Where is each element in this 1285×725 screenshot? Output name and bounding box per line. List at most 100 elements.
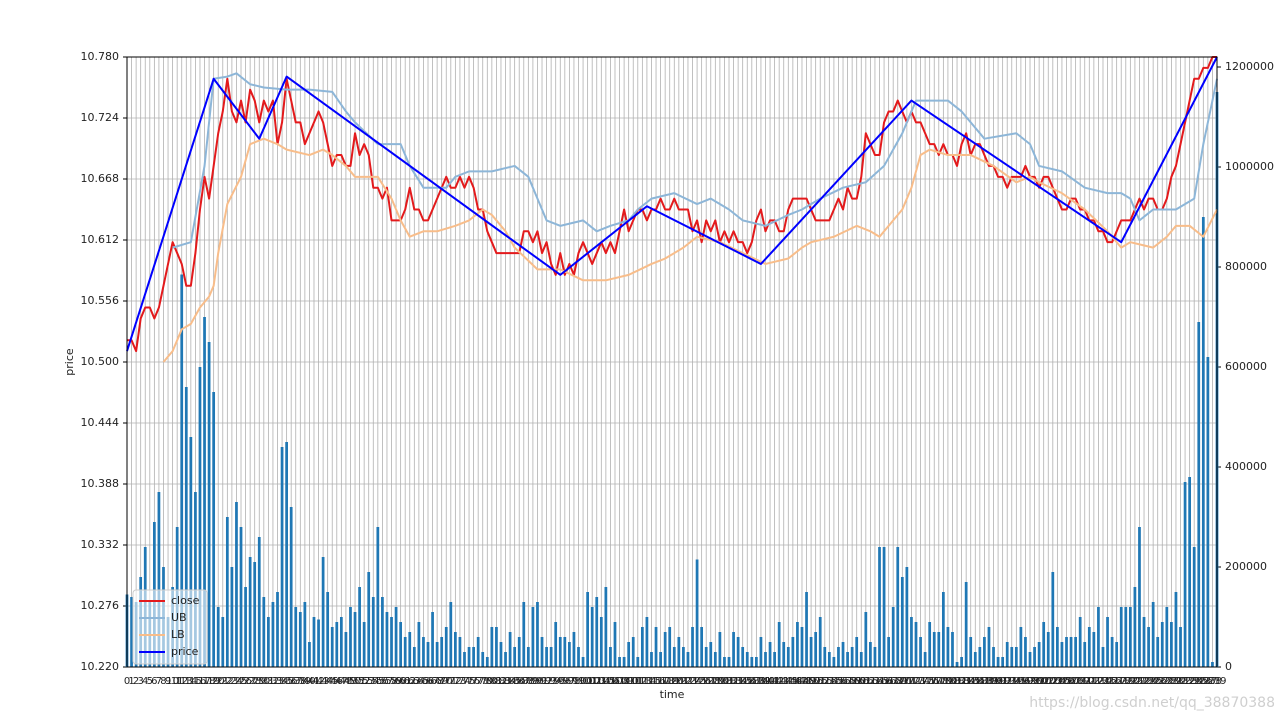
volume-bar xyxy=(736,637,740,667)
volume-bar xyxy=(645,617,649,667)
volume-bar xyxy=(1078,617,1082,667)
volume-bar xyxy=(358,587,361,667)
x-tick-label: 2 xyxy=(133,676,139,687)
x-tick-label: 47 xyxy=(335,676,348,687)
y2-tick-label: 400000 xyxy=(1225,460,1267,473)
x-tick-label: 173 xyxy=(906,676,925,687)
volume-bar xyxy=(723,657,726,667)
x-tick-label: 80 xyxy=(485,676,498,687)
x-tick-label: 150 xyxy=(802,676,821,687)
volume-bar xyxy=(321,557,325,667)
volume-bar xyxy=(928,622,932,667)
x-tick-label: 93 xyxy=(545,676,558,687)
y-tick-label: 10.332 xyxy=(81,538,120,551)
volume-bar xyxy=(440,637,444,667)
volume-bar xyxy=(449,602,453,667)
x-tick-label: 116 xyxy=(646,676,665,687)
x-tick-label: 232 xyxy=(1176,676,1195,687)
x-tick-label: 182 xyxy=(947,676,966,687)
volume-bar xyxy=(1142,617,1146,667)
volume-bar xyxy=(280,447,284,667)
x-tick-label: 100 xyxy=(574,676,593,687)
x-tick-label: 233 xyxy=(1180,676,1199,687)
volume-bar xyxy=(878,547,881,667)
x-tick-label: 68 xyxy=(431,676,444,687)
x-tick-label: 61 xyxy=(399,676,412,687)
volume-bar xyxy=(568,642,571,667)
volume-bar xyxy=(207,342,211,667)
volume-bar xyxy=(257,537,261,667)
volume-bar xyxy=(718,632,722,667)
volume-bar xyxy=(677,637,681,667)
x-tick-label: 157 xyxy=(833,676,852,687)
y-tick-label: 10.780 xyxy=(81,50,120,63)
x-tick-label: 119 xyxy=(660,676,679,687)
series-line xyxy=(126,56,1218,352)
volume-bar xyxy=(841,642,845,667)
volume-bar xyxy=(782,642,786,667)
x-tick-label: 223 xyxy=(1134,676,1153,687)
volume-bar xyxy=(335,622,339,667)
x-tick-label: 66 xyxy=(422,676,435,687)
x-tick-label: 54 xyxy=(367,676,380,687)
x-tick-label: 55 xyxy=(371,676,384,687)
volume-bar xyxy=(832,657,836,667)
volume-bar xyxy=(796,622,799,667)
volume-bar xyxy=(554,622,558,667)
y-axis-label: price xyxy=(63,348,76,376)
volume-bar xyxy=(194,492,197,667)
volume-bar xyxy=(805,592,808,667)
volume-bar xyxy=(230,567,234,667)
volume-bar xyxy=(577,647,580,667)
x-tick-label: 29 xyxy=(253,676,266,687)
y-tick-label: 10.612 xyxy=(81,233,120,246)
volume-bar xyxy=(800,627,804,667)
x-tick-label: 97 xyxy=(563,676,576,687)
x-tick-label: 203 xyxy=(1043,676,1062,687)
y-tick-label: 10.220 xyxy=(81,660,120,673)
x-tick-label: 185 xyxy=(961,676,980,687)
x-tick-label: 213 xyxy=(1089,676,1108,687)
x-tick-label: 90 xyxy=(531,676,544,687)
volume-bar xyxy=(900,577,904,667)
volume-bar xyxy=(668,627,672,667)
volume-bar xyxy=(650,652,653,667)
volume-bar xyxy=(732,632,735,667)
x-tick-label: 144 xyxy=(774,676,793,687)
volume-bar xyxy=(859,652,863,667)
x-tick-label: 135 xyxy=(733,676,752,687)
x-tick-label: 86 xyxy=(513,676,526,687)
volume-bar xyxy=(476,637,480,667)
volume-bar xyxy=(996,657,1000,667)
volume-bar xyxy=(914,622,918,667)
volume-bar xyxy=(1056,627,1059,667)
volume-bar xyxy=(390,617,393,667)
x-tick-label: 18 xyxy=(203,676,216,687)
volume-bar xyxy=(1046,632,1050,667)
volume-bar xyxy=(1097,607,1100,667)
volume-bar xyxy=(184,387,188,667)
y-tick-label: 10.276 xyxy=(81,599,120,612)
volume-bar xyxy=(919,637,922,667)
volume-bar xyxy=(590,607,594,667)
volume-bar xyxy=(891,607,895,667)
volume-bar xyxy=(1151,602,1155,667)
x-tick-label: 217 xyxy=(1107,676,1126,687)
volume-bar xyxy=(1188,477,1192,667)
volume-bar xyxy=(1128,607,1132,667)
x-tick-label: 26 xyxy=(239,676,252,687)
volume-bar xyxy=(1065,637,1068,667)
x-tick-label: 133 xyxy=(724,676,743,687)
volume-bar xyxy=(1019,627,1023,667)
x-tick-label: 215 xyxy=(1098,676,1117,687)
volume-bar xyxy=(1192,547,1196,667)
x-tick-label: 207 xyxy=(1062,676,1081,687)
x-tick-label: 167 xyxy=(879,676,898,687)
y-tick-label: 10.556 xyxy=(81,294,120,307)
volume-bar xyxy=(1087,627,1091,667)
x-tick-label: 114 xyxy=(637,676,656,687)
volume-bar xyxy=(1060,642,1064,667)
x-tick-label: 169 xyxy=(888,676,907,687)
volume-bar xyxy=(1101,647,1105,667)
volume-bar xyxy=(495,627,498,667)
